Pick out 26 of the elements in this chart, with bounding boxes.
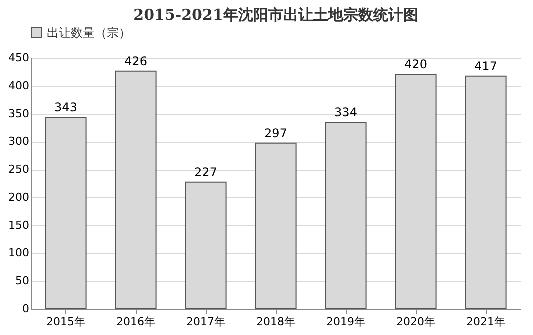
y-tick-label: 0 (22, 302, 30, 316)
data-label: 297 (264, 126, 288, 140)
y-tick-label: 350 (8, 107, 30, 120)
y-tick-label: 300 (8, 135, 30, 148)
x-tick-label: 2020年 (396, 316, 436, 328)
x-tick-label: 2019年 (326, 316, 366, 328)
data-label: 227 (194, 165, 218, 180)
y-tick-label: 50 (16, 274, 30, 288)
y-tick-label: 150 (8, 218, 30, 232)
legend-label: 出让数量（宗） (47, 26, 131, 40)
y-tick-label: 200 (8, 190, 30, 204)
chart-title: 2015-2021年沈阳市出让土地宗数统计图 (134, 6, 418, 24)
y-tick-label: 100 (8, 246, 30, 260)
data-label: 334 (334, 106, 358, 120)
data-label: 420 (404, 58, 428, 72)
x-tick-label: 2017年 (186, 316, 226, 328)
y-tick-label: 450 (8, 52, 30, 64)
x-tick-label: 2018年 (256, 316, 296, 328)
x-tick-label: 2015年 (46, 316, 86, 328)
data-label: 343 (54, 100, 78, 115)
y-tick-label: 250 (8, 163, 30, 176)
x-tick-label: 2016年 (116, 316, 156, 328)
y-tick-label: 400 (8, 79, 30, 92)
x-tick-label: 2021年 (466, 316, 506, 328)
data-label: 426 (124, 54, 148, 68)
data-label: 417 (474, 59, 498, 74)
